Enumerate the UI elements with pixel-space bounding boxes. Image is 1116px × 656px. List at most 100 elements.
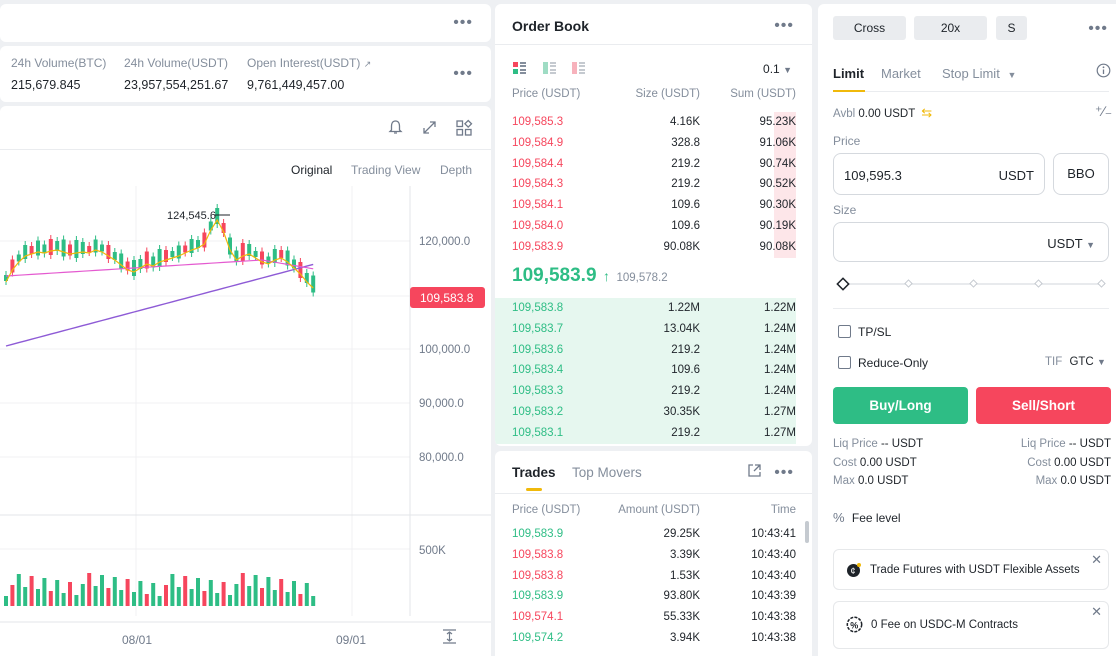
ask-size: 219.2	[671, 178, 700, 191]
buy-max: Max 0.0 USDT	[833, 475, 908, 487]
promo-text: 0 Fee on USDC-M Contracts	[871, 619, 1018, 631]
tab-market[interactable]: Market	[881, 66, 921, 81]
trade-row: 109,583.8 3.39K 10:43:40	[495, 549, 812, 570]
margin-mode-button[interactable]: Cross	[833, 16, 906, 40]
info-icon[interactable]	[1096, 63, 1111, 83]
tab-trading-view[interactable]: Trading View	[351, 163, 421, 177]
volume-bar	[93, 586, 98, 606]
more-icon[interactable]: •••	[453, 14, 473, 31]
bid-size: 219.2	[671, 385, 700, 398]
trade-price: 109,574.1	[512, 611, 564, 624]
bid-row[interactable]: 109,583.3 219.2 1.24M	[495, 381, 812, 403]
precision-select[interactable]: 0.1 ▼	[763, 62, 792, 76]
stat-value: 23,957,554,251.67	[124, 78, 229, 92]
trade-amount: 55.33K	[663, 611, 700, 624]
buy-long-button[interactable]: Buy/Long	[833, 387, 968, 424]
ask-row[interactable]: 109,584.4 219.2 90.74K	[495, 153, 812, 175]
reduce-only-checkbox[interactable]	[838, 356, 851, 369]
more-icon[interactable]: •••	[1088, 20, 1108, 37]
tab-trades[interactable]: Trades	[512, 465, 556, 480]
ask-sum: 90.74K	[759, 157, 796, 170]
alert-bell-icon[interactable]	[387, 119, 404, 141]
tif-select[interactable]: TIF GTC ▼	[1045, 356, 1106, 368]
size-slider[interactable]	[833, 276, 1109, 292]
bid-sum: 1.27M	[764, 406, 796, 418]
view-asks-icon[interactable]	[572, 62, 585, 80]
volume-bar	[183, 576, 188, 606]
scrollbar-thumb[interactable]	[805, 521, 809, 543]
volume-bar	[240, 573, 245, 606]
fee-level-link[interactable]: % Fee level	[833, 510, 901, 525]
ma-line-short	[5, 218, 314, 289]
bid-row[interactable]: 109,583.7 13.04K 1.24M	[495, 318, 812, 340]
tab-top-movers[interactable]: Top Movers	[572, 465, 642, 480]
volume-bar	[138, 581, 143, 606]
size-input[interactable]: USDT ▼	[833, 222, 1109, 262]
bid-row[interactable]: 109,583.8 1.22M 1.22M	[495, 298, 812, 319]
bid-row[interactable]: 109,583.1 219.2 1.27M	[495, 422, 812, 444]
bid-row[interactable]: 109,583.4 109.6 1.24M	[495, 360, 812, 382]
bbo-button[interactable]: BBO	[1053, 153, 1109, 195]
volume-bar	[100, 575, 104, 606]
close-icon[interactable]: ✕	[1091, 552, 1102, 567]
asset-mode-button[interactable]: S	[996, 16, 1027, 40]
price-input[interactable]: 109,595.3 USDT	[833, 153, 1045, 195]
divider	[495, 44, 812, 45]
calculator-icon[interactable]: ⁺∕₋	[1095, 103, 1113, 119]
depth-bar	[774, 112, 796, 133]
ask-price: 109,584.3	[512, 178, 564, 191]
ask-price: 109,584.0	[512, 220, 564, 232]
bid-row[interactable]: 109,583.6 219.2 1.24M	[495, 339, 812, 361]
promo-banner-flexible[interactable]: ¢ Trade Futures with USDT Flexible Asset…	[833, 549, 1109, 590]
leverage-button[interactable]: 20x	[914, 16, 987, 40]
volume-bar	[298, 594, 303, 606]
more-icon[interactable]: •••	[774, 17, 794, 34]
ask-row[interactable]: 109,585.3 4.16K 95.23K	[495, 112, 812, 133]
volume-bar	[119, 590, 124, 606]
transfer-icon[interactable]: ⇆	[921, 105, 933, 120]
ask-size: 109.6	[671, 199, 700, 212]
close-icon[interactable]: ✕	[1091, 604, 1102, 619]
volume-bar	[260, 588, 264, 606]
tpsl-checkbox[interactable]	[838, 325, 851, 338]
ask-sum: 91.06K	[759, 136, 796, 149]
volume-bar	[279, 579, 284, 606]
order-book-title: Order Book	[512, 18, 590, 34]
ask-row[interactable]: 109,584.1 109.6 90.30K	[495, 195, 812, 217]
price-chart[interactable]: 124,545.6 120,000.0 100,000.0 90,000.0 8…	[0, 186, 491, 656]
more-icon[interactable]: •••	[453, 65, 473, 82]
trade-row: 109,583.9 93.80K 10:43:39	[495, 590, 812, 611]
volume-bar	[151, 583, 156, 606]
ask-row[interactable]: 109,584.9 328.8 91.06K	[495, 132, 812, 154]
tab-limit[interactable]: Limit	[833, 66, 865, 81]
stat-open-interest[interactable]: Open Interest(USDT) ↗ 9,761,449,457.00	[247, 56, 371, 92]
popout-icon[interactable]	[747, 463, 762, 483]
fullscreen-icon[interactable]	[421, 119, 438, 141]
view-both-icon[interactable]	[513, 62, 526, 80]
tab-original[interactable]: Original	[291, 163, 333, 177]
view-bids-icon[interactable]	[543, 62, 556, 80]
stat-label[interactable]: Open Interest(USDT) ↗	[247, 56, 371, 70]
stat-label-text: Open Interest(USDT)	[247, 56, 361, 70]
trade-time: 10:43:39	[751, 590, 796, 603]
tab-stop-limit[interactable]: Stop Limit ▼	[942, 66, 1016, 81]
sell-short-button[interactable]: Sell/Short	[976, 387, 1111, 424]
external-link-icon[interactable]: ↗	[363, 59, 372, 69]
ask-sum: 90.52K	[759, 178, 796, 191]
ask-row[interactable]: 109,584.0 109.6 90.19K	[495, 216, 812, 237]
mid-price-row[interactable]: 109,583.9 ↑ 109,578.2	[512, 265, 668, 287]
size-unit-select[interactable]: USDT ▼	[1047, 236, 1095, 251]
ask-row[interactable]: 109,584.3 219.2 90.52K	[495, 174, 812, 196]
ask-price: 109,585.3	[512, 116, 564, 128]
ask-row[interactable]: 109,583.9 90.08K 90.08K	[495, 236, 812, 258]
ma-line-long	[5, 263, 314, 347]
tab-depth[interactable]: Depth	[440, 163, 473, 177]
bid-row[interactable]: 109,583.2 30.35K 1.27M	[495, 402, 812, 423]
promo-banner-usdc[interactable]: % 0 Fee on USDC-M Contracts ✕	[833, 601, 1109, 649]
candles-group	[4, 204, 316, 297]
ask-sum: 95.23K	[759, 116, 796, 128]
layout-grid-icon[interactable]	[455, 119, 473, 142]
ask-price: 109,584.9	[512, 136, 564, 149]
volume-bar	[253, 575, 258, 606]
more-icon[interactable]: •••	[774, 464, 794, 481]
